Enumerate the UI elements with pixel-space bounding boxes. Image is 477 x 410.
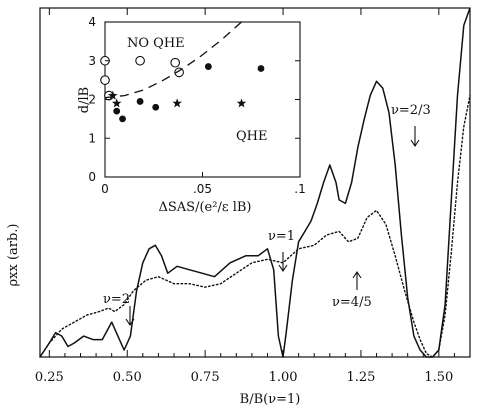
- annotation-nu-4-5-arrowhead: [352, 271, 362, 279]
- main-x-tick-label: 1.00: [269, 370, 298, 385]
- inset-point-open-circle: [100, 75, 110, 85]
- inset-phase-boundary: [104, 21, 242, 99]
- inset-point-filled-circle: [152, 103, 160, 111]
- inset-x-tick-label: 0: [101, 182, 109, 196]
- inset-y-tick-label: 3: [88, 54, 96, 68]
- inset-point-star: [111, 98, 122, 108]
- main-series: [39, 7, 471, 358]
- inset-point-star: [108, 90, 118, 100]
- annotation-nu-4-5: ν=4/5: [332, 295, 372, 310]
- main-x-tick-label: 1.25: [346, 370, 375, 385]
- annotation-nu-2-arrowhead: [125, 318, 135, 326]
- inset-point-star: [236, 98, 247, 108]
- main-series-dotted: [39, 94, 471, 358]
- inset-y-tick-label: 4: [88, 15, 96, 29]
- annotation-nu-2-3-arrowhead: [410, 139, 420, 147]
- main-xlabel: B/B(ν=1): [240, 392, 301, 407]
- inset-point-star: [172, 98, 182, 108]
- inset-point-filled-circle: [119, 115, 126, 123]
- inset-point-filled-circle: [113, 107, 121, 115]
- inset-point-filled-circle: [204, 63, 212, 70]
- main-plot-frame: [39, 7, 471, 358]
- inset-background: [105, 17, 300, 177]
- inset-region-qhe: QHE: [236, 129, 267, 144]
- inset-y-tick-label: 2: [88, 93, 96, 107]
- main-x-tick-label: 0.50: [113, 370, 142, 385]
- main-annotations: ν=2/3 ν=1 ν=2 ν=4/5: [103, 103, 431, 326]
- main-x-axis: 0.25 0.50 0.75 1.00 1.25 1.50: [35, 8, 455, 385]
- inset-x-tick-label: .1: [294, 182, 305, 196]
- inset-x-tick-label: .05: [193, 182, 212, 196]
- inset-ylabel: d/lB: [77, 87, 92, 113]
- main-ylabel: ρxx (arb.): [6, 223, 21, 286]
- main-x-tick-label: 0.75: [191, 370, 220, 385]
- main-series-solid: [39, 7, 471, 358]
- inset-y-tick-label: 0: [88, 170, 96, 184]
- main-x-tick-label: 1.50: [424, 370, 453, 385]
- inset-xlabel: ΔSAS/(e²/ε lB): [159, 200, 252, 215]
- inset-point-open-circle: [135, 55, 145, 66]
- annotation-nu-1-arrowhead: [278, 264, 288, 272]
- inset-plot: [105, 17, 300, 177]
- inset-point-filled-circle: [136, 98, 144, 105]
- inset-series: [100, 21, 265, 123]
- main-x-tick-label: 0.25: [35, 370, 64, 385]
- inset-region-no-qhe: NO QHE: [127, 36, 185, 51]
- inset-point-filled-circle: [257, 65, 265, 72]
- annotation-nu-2: ν=2: [103, 292, 130, 307]
- main-plot: [39, 7, 471, 358]
- inset-point-open-circle: [170, 57, 181, 68]
- annotation-nu-1: ν=1: [268, 229, 295, 244]
- inset-y-tick-label: 1: [88, 131, 96, 145]
- inset-ticks: 0 1 2 3 4 0 .05 .1: [88, 15, 305, 196]
- annotation-nu-2-3: ν=2/3: [391, 103, 431, 118]
